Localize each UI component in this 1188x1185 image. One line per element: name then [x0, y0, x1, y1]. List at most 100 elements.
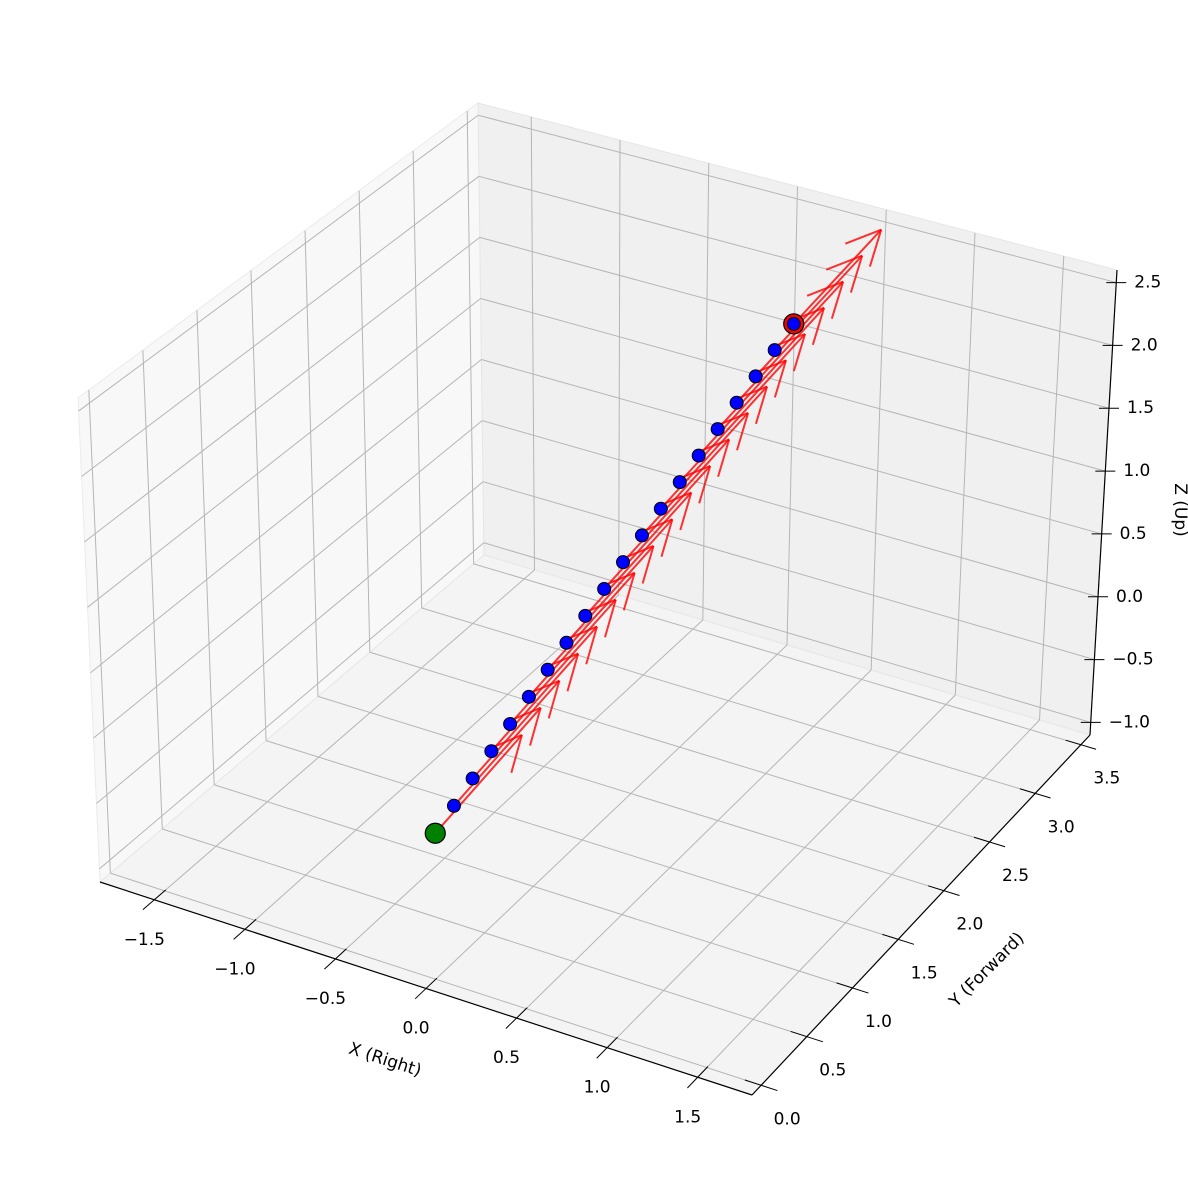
arrow-stroke [679, 385, 768, 483]
arrow [792, 228, 883, 325]
grid-line [606, 694, 956, 1049]
y-tick-label: 3.5 [1093, 769, 1120, 789]
grid-line [214, 784, 853, 989]
point [653, 501, 668, 516]
grid-line [317, 695, 944, 892]
arrow-stroke [849, 255, 864, 293]
point [691, 448, 706, 463]
z-tick-label: −0.5 [1112, 650, 1153, 670]
arrow-stroke [868, 229, 883, 267]
grid-line [478, 114, 1117, 284]
grid-line [478, 175, 1113, 346]
z-tick-label: 1.5 [1127, 398, 1154, 418]
y-tick-label: 2.0 [956, 915, 983, 935]
point [634, 528, 649, 543]
z-axis [1089, 269, 1118, 736]
arrow-stroke [844, 228, 882, 245]
point [503, 716, 518, 731]
point [578, 608, 593, 623]
arrow-stroke [585, 626, 598, 665]
grid-line [786, 186, 798, 646]
z-tick-label: 2.5 [1134, 273, 1161, 293]
start-marker [424, 822, 446, 844]
x-tick [687, 1066, 709, 1089]
arrow-stroke [622, 465, 711, 563]
arrow-stroke [697, 359, 787, 457]
point [465, 771, 480, 786]
grid-line [702, 163, 710, 621]
arrow-stroke [622, 572, 636, 611]
arrow-stroke [735, 307, 825, 404]
grid-line [304, 230, 319, 697]
arrow-stroke [641, 438, 730, 537]
point [540, 662, 555, 677]
arrow-stroke [679, 492, 693, 531]
y-tick-label: 3.0 [1048, 817, 1075, 837]
y-tick [1065, 739, 1097, 750]
arrow-stroke [528, 598, 617, 698]
grid-line [483, 542, 1091, 723]
y-tick [928, 885, 960, 897]
grid-line [530, 116, 535, 571]
grid-line [482, 481, 1095, 661]
point [672, 475, 687, 490]
grid-line [99, 542, 485, 870]
arrow-stroke [510, 734, 523, 774]
grid-line [480, 297, 1106, 472]
y-tick [882, 933, 915, 945]
point [748, 369, 763, 384]
grid-line [335, 619, 704, 960]
point [521, 689, 536, 704]
arrow-stroke [565, 545, 655, 644]
arrow-stroke [698, 465, 712, 504]
y-tick-label: 1.5 [911, 963, 938, 983]
y-tick-label: 1.0 [865, 1012, 892, 1032]
grid-line [473, 563, 1082, 746]
arrow-stroke [547, 680, 561, 719]
y-tick-label: 0.0 [774, 1109, 801, 1129]
grid-line [369, 651, 990, 843]
point [616, 555, 631, 570]
grid-line [481, 359, 1102, 535]
x-tick-label: 0.5 [493, 1048, 520, 1068]
arrow-stroke [529, 707, 542, 746]
arrow-stroke [641, 545, 655, 584]
z-tick-label: 2.0 [1131, 335, 1158, 355]
grid-line [78, 114, 479, 412]
grid-line [870, 209, 887, 671]
grid-line [1039, 256, 1065, 721]
point [446, 798, 461, 813]
arrow-stroke [830, 281, 845, 319]
grid-line [482, 420, 1099, 598]
y-tick [790, 1030, 824, 1043]
z-tick-label: −1.0 [1109, 712, 1150, 732]
arrow-stroke [660, 518, 674, 557]
grid-line [265, 740, 899, 940]
y-tick-label: 0.5 [819, 1061, 846, 1081]
arrow-stroke [434, 734, 523, 834]
x-tick-label: 1.0 [584, 1078, 611, 1098]
grid-line [162, 828, 807, 1038]
arrow-stroke [717, 439, 731, 478]
y-tick-label: 2.5 [1002, 866, 1029, 886]
point [710, 422, 725, 437]
grid-line [196, 310, 215, 785]
grid-line [954, 232, 976, 696]
y-axis [751, 734, 1091, 1096]
grid-line [244, 594, 620, 930]
arrow-stroke [603, 491, 693, 590]
arrow-stroke [566, 653, 580, 692]
arrow-stroke [773, 254, 863, 351]
z-tick-label: 0.5 [1120, 524, 1147, 544]
grid-line [154, 569, 535, 901]
grid-line [88, 390, 111, 874]
x-tick [142, 889, 167, 911]
arrow-stroke [716, 333, 806, 430]
x-tick [324, 948, 347, 970]
grid-line [358, 190, 371, 653]
arrow-stroke [453, 707, 542, 807]
point [786, 316, 801, 331]
arrow-stroke [509, 625, 598, 725]
arrow-stroke [604, 599, 617, 638]
